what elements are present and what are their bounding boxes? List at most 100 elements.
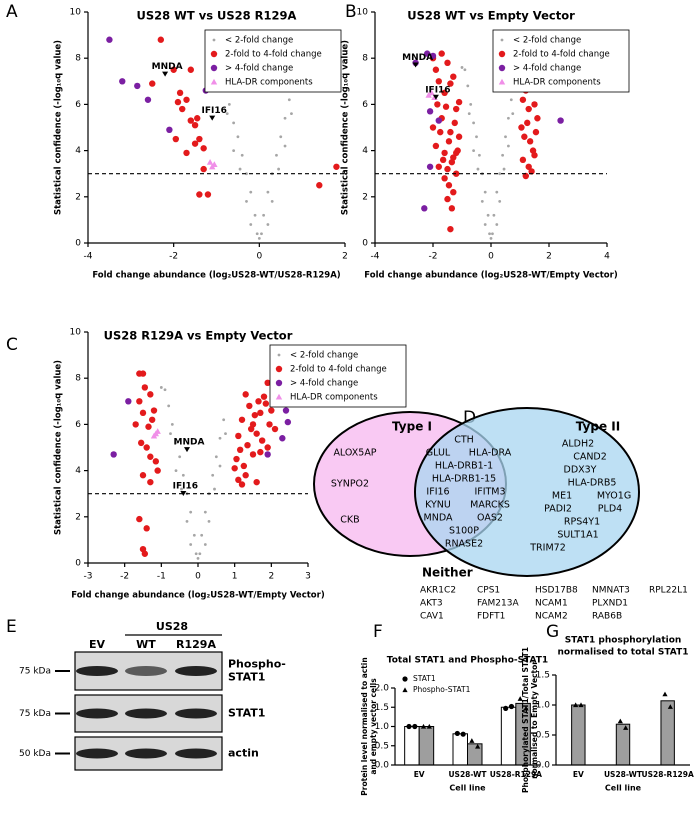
bar: [571, 704, 586, 766]
data-point: [251, 411, 259, 419]
legend-label: HLA-DR components: [513, 78, 601, 88]
bar: [418, 726, 435, 766]
data-point: [196, 556, 200, 560]
band: [125, 708, 167, 719]
replicate-point: [617, 718, 623, 724]
annotation: MNDA: [174, 438, 205, 448]
data-point: [480, 200, 484, 203]
legend-marker: [275, 393, 283, 400]
y-tick-label: 2.0: [375, 684, 390, 694]
data-point: [236, 135, 240, 139]
blot-row-label: STAT1: [228, 707, 265, 720]
y-tick-label: 8: [75, 374, 81, 384]
y-axis-label: Statistical confidence (-log₁₀q value): [54, 40, 64, 215]
legend-marker: [500, 38, 504, 42]
y-tick-label: 10: [70, 8, 82, 18]
legend-marker: [275, 365, 283, 373]
legend-label: HLA-DR components: [290, 393, 378, 403]
data-point: [214, 455, 218, 459]
legend-marker: [210, 78, 218, 85]
data-point: [143, 525, 150, 532]
data-point: [240, 153, 244, 157]
data-point: [448, 205, 456, 212]
gene: CKB: [340, 515, 359, 526]
replicate-point: [523, 705, 529, 711]
y-tick-label: 10: [357, 8, 369, 18]
y-tick-label: 1.0: [536, 701, 551, 711]
data-point: [429, 52, 437, 60]
gene: IFI16: [426, 487, 449, 498]
data-point: [271, 425, 279, 433]
data-point: [227, 103, 231, 106]
replicate-point: [662, 691, 668, 697]
data-point: [445, 138, 453, 145]
data-point: [476, 167, 480, 171]
data-point: [472, 121, 475, 125]
data-point: [429, 124, 437, 131]
data-point: [498, 172, 502, 176]
x-tick-label: 1: [232, 572, 238, 582]
data-point: [154, 467, 161, 474]
data-point: [225, 112, 229, 116]
annotation-arrow: [209, 115, 216, 121]
data-point: [249, 223, 253, 226]
gene: AKT3: [420, 599, 443, 609]
x-axis-label: Cell line: [605, 784, 642, 793]
blot-row-label: actin: [228, 747, 259, 760]
data-point: [426, 163, 434, 170]
y-axis-label: normalised to Empty Vector: [530, 661, 539, 779]
x-tick-label: 4: [604, 252, 610, 262]
data-point: [191, 140, 199, 147]
data-point: [428, 89, 435, 96]
data-point: [509, 98, 513, 102]
data-point: [213, 487, 216, 491]
kda-label: 50 kDa: [19, 749, 51, 759]
y-tick-label: 4: [75, 146, 81, 156]
data-point: [253, 213, 257, 217]
bar: [452, 733, 468, 766]
x-axis-label: Fold change abundance (log₂US28-WT/US28-…: [92, 271, 340, 281]
replicate-point: [508, 703, 515, 710]
legend-marker: [498, 50, 506, 58]
legend-label: 2-fold to 4-fold change: [225, 50, 322, 60]
legend-box: [492, 29, 630, 93]
data-point: [432, 66, 440, 73]
data-point: [144, 96, 152, 103]
data-point: [448, 158, 456, 166]
chart-title: US28 R129A vs Empty Vector: [104, 329, 293, 343]
data-point: [169, 432, 172, 436]
gene: PADI2: [544, 504, 572, 515]
gene: ME1: [552, 491, 572, 502]
data-point: [174, 98, 182, 106]
y-tick-label: 0.0: [375, 761, 390, 771]
x-tick-label: 3: [305, 572, 311, 582]
data-point: [491, 232, 494, 236]
y-tick-label: 0: [75, 239, 81, 249]
x-tick-label: 2: [342, 252, 348, 262]
y-tick-label: 8: [362, 54, 368, 64]
data-point: [455, 133, 463, 140]
replicate-point: [503, 705, 509, 712]
data-point: [483, 190, 487, 194]
data-point: [437, 128, 444, 136]
data-point: [232, 121, 236, 125]
x-tick-label: US28-WT: [448, 770, 487, 779]
data-point: [264, 451, 271, 458]
y-tick-label: 2: [75, 192, 81, 202]
data-point: [447, 128, 454, 136]
data-point: [179, 105, 186, 113]
data-point: [187, 117, 194, 124]
data-point: [472, 149, 475, 153]
data-point: [421, 205, 428, 212]
gene: SYNPO2: [331, 479, 369, 490]
legend-label: 2-fold to 4-fold change: [290, 365, 387, 375]
data-point: [255, 232, 259, 236]
data-point: [152, 458, 160, 465]
data-point: [189, 510, 193, 514]
gene: PLXND1: [592, 599, 628, 609]
y-tick-label: 6: [362, 100, 368, 110]
data-point: [136, 515, 143, 523]
band: [76, 748, 118, 759]
data-point: [277, 167, 281, 171]
y-axis-label: and empty vector cells: [369, 678, 378, 775]
